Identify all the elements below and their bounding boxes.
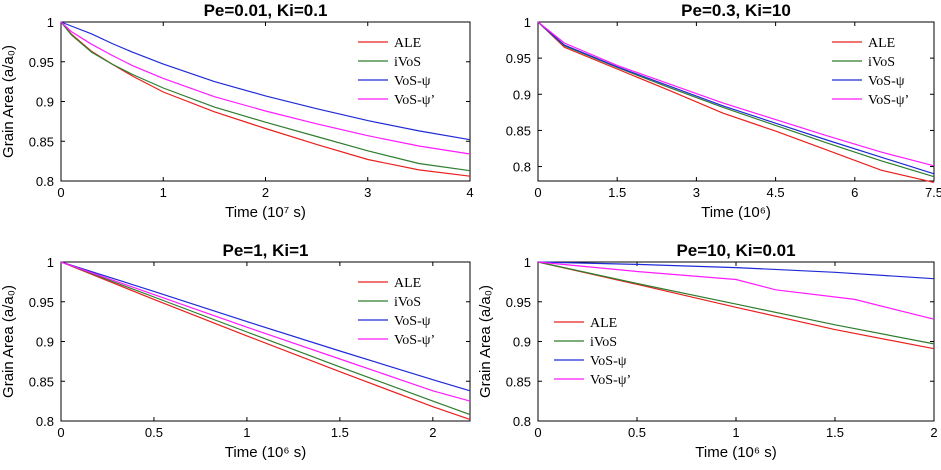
series-line-VoS-psi [60, 21, 471, 141]
y-tick-label: 1 [47, 255, 54, 270]
series-line-VoS-psi [537, 261, 935, 280]
series-line-ALE [537, 21, 935, 183]
legend: ALE iVoS VoS-ψ VoS-ψ’ [358, 36, 435, 108]
y-tick-label: 0.8 [36, 174, 54, 189]
x-tick-label: 4.5 [767, 185, 785, 200]
x-tick-label: 6 [851, 185, 858, 200]
y-tick-label: 0.8 [513, 414, 531, 429]
x-tick-label: 3 [693, 185, 700, 200]
y-tick-label: 0.85 [506, 374, 531, 389]
legend-label: VoS-ψ’ [868, 93, 909, 108]
x-tick-label: 2 [930, 425, 937, 440]
x-tick-label: 1 [160, 185, 167, 200]
series-line-iVoS [537, 261, 935, 345]
y-tick-label: 0.9 [36, 95, 54, 110]
y-tick-label: 0.8 [36, 414, 54, 429]
y-tick-label: 0.95 [506, 51, 531, 66]
x-tick-label: 1.5 [331, 425, 349, 440]
y-axis-label: Grain Area (a/a₀) [477, 285, 494, 398]
y-tick-label: 1 [47, 15, 54, 30]
y-tick-label: 1 [524, 15, 531, 30]
x-tick-label: 0.5 [628, 425, 646, 440]
legend-label: ALE [394, 276, 421, 291]
legend: ALE iVoS VoS-ψ VoS-ψ’ [832, 36, 909, 108]
series-line-VoS-psi-prime [60, 261, 471, 402]
legend: ALE iVoS VoS-ψ VoS-ψ’ [554, 316, 631, 388]
chart-panel-3: Pe=1, Ki=1 0 0.5 1 1.5 2 0.8 0.85 0.9 0.95 1 Time (… [0, 241, 471, 461]
legend-label: VoS-ψ’ [394, 333, 435, 348]
x-tick-label: 1.5 [826, 425, 844, 440]
series-line-VoS-psi [537, 21, 935, 175]
x-tick-label: 1 [732, 425, 739, 440]
x-tick-label: 0.5 [145, 425, 163, 440]
series-line-VoS-psi-prime [537, 261, 935, 320]
legend-label: VoS-ψ’ [394, 93, 435, 108]
y-tick-label: 0.9 [513, 87, 531, 102]
series-line-iVoS [537, 21, 935, 178]
series-line-ALE [60, 21, 471, 177]
y-tick-label: 0.95 [506, 295, 531, 310]
y-tick-label: 0.9 [513, 335, 531, 350]
y-tick-label: 0.8 [513, 160, 531, 175]
series-line-ALE [60, 261, 471, 420]
x-axis-label: Time (10⁷ s) [225, 204, 306, 221]
chart-title: Pe=0.01, Ki=0.1 [204, 1, 328, 20]
series-line-VoS-psi-prime [537, 21, 935, 167]
y-tick-label: 0.85 [506, 123, 531, 138]
legend-label: iVoS [868, 55, 895, 70]
y-tick-label: 1 [524, 255, 531, 270]
y-tick-label: 0.9 [36, 335, 54, 350]
x-tick-label: 1.5 [608, 185, 626, 200]
x-tick-label: 3 [364, 185, 371, 200]
chart-panel-1: Pe=0.01, Ki=0.1 0 1 2 3 4 0.8 0.85 0.9 0.95 1 Time … [0, 1, 474, 221]
y-axis-label: Grain Area (a/a₀) [0, 45, 17, 158]
x-tick-label: 0 [534, 185, 541, 200]
legend-label: VoS-ψ’ [590, 373, 631, 388]
y-tick-label: 0.95 [29, 295, 54, 310]
x-tick-label: 1 [243, 425, 250, 440]
x-tick-label: 2 [262, 185, 269, 200]
y-tick-label: 0.85 [29, 134, 54, 149]
x-tick-label: 2 [429, 425, 436, 440]
legend-label: ALE [394, 36, 421, 51]
legend-label: VoS-ψ [394, 74, 431, 89]
x-tick-label: 0 [57, 425, 64, 440]
chart-title: Pe=10, Ki=0.01 [676, 241, 795, 260]
plot-frame [537, 21, 935, 182]
legend-label: iVoS [590, 335, 617, 350]
legend-label: iVoS [394, 295, 421, 310]
x-tick-label: 0 [534, 425, 541, 440]
legend: ALE iVoS VoS-ψ VoS-ψ’ [358, 276, 435, 348]
legend-label: VoS-ψ [394, 314, 431, 329]
y-tick-label: 0.95 [29, 55, 54, 70]
series-line-iVoS [60, 261, 471, 416]
y-tick-label: 0.85 [29, 374, 54, 389]
chart-panel-4: Pe=10, Ki=0.01 0 0.5 1 1.5 2 0.8 0.85 0.9 0.95 1 Ti… [477, 241, 938, 461]
series-line-iVoS [60, 21, 471, 172]
chart-title: Pe=0.3, Ki=10 [681, 1, 791, 20]
chart-title: Pe=1, Ki=1 [222, 241, 308, 260]
x-tick-label: 7.5 [925, 185, 941, 200]
series-line-VoS-psi [60, 261, 471, 392]
x-axis-label: Time (10⁶) [701, 204, 771, 221]
x-axis-label: Time (10⁶ s) [695, 444, 776, 461]
legend-label: ALE [868, 36, 895, 51]
x-tick-label: 4 [466, 185, 473, 200]
x-tick-label: 0 [57, 185, 64, 200]
legend-label: VoS-ψ [868, 74, 905, 89]
legend-label: ALE [590, 316, 617, 331]
legend-label: iVoS [394, 55, 421, 70]
x-axis-label: Time (10⁶ s) [225, 444, 306, 461]
series-line-VoS-psi-prime [60, 21, 471, 155]
y-axis-label: Grain Area (a/a₀) [0, 285, 17, 398]
chart-panel-2: Pe=0.3, Ki=10 0 1.5 3 4.5 6 7.5 0.8 0.85 0.9 0.95 1… [506, 1, 941, 221]
legend-label: VoS-ψ [590, 354, 627, 369]
